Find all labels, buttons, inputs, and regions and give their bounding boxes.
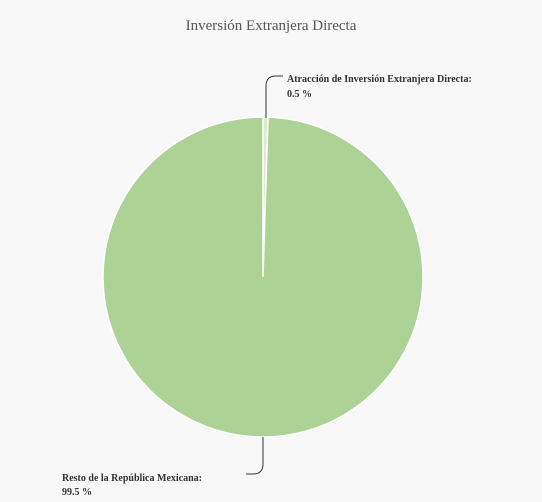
pie-slices	[102, 116, 424, 438]
slice-label-resto-name: Resto de la República Mexicana:	[62, 473, 202, 484]
label-connectors	[246, 75, 283, 475]
pie-slice-1	[102, 116, 424, 438]
slice-label-resto: Resto de la República Mexicana: 99.5 %	[62, 473, 202, 498]
slice-label-resto-value: 99.5 %	[62, 487, 92, 498]
slice-label-atraccion: Atracción de Inversión Extranjera Direct…	[287, 74, 472, 100]
chart-title: Inversión Extranjera Directa	[185, 18, 357, 34]
connector-resto	[246, 437, 264, 475]
slice-label-atraccion-value: 0.5 %	[287, 89, 312, 100]
slice-label-atraccion-name: Atracción de Inversión Extranjera Direct…	[287, 74, 472, 85]
connector-atraccion	[265, 75, 283, 118]
